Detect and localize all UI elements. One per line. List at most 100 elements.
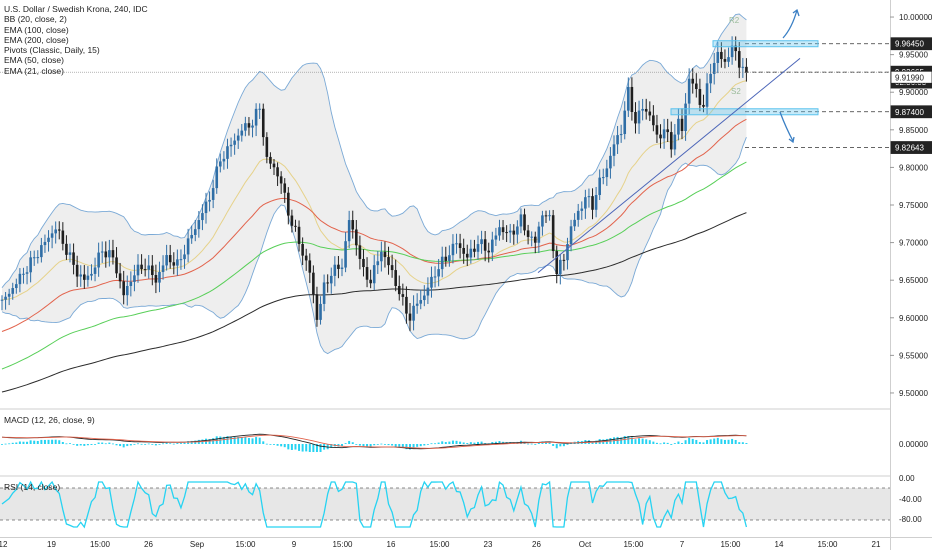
legend-pivots[interactable]: Pivots (Classic, Daily, 15)	[4, 45, 100, 56]
candle-body	[440, 256, 444, 270]
candle-body	[516, 226, 519, 235]
macd-hist-bar	[72, 444, 75, 445]
candle-body	[548, 215, 551, 217]
macd-hist-bar	[101, 442, 104, 444]
macd-hist-bar	[534, 444, 537, 445]
x-tick-label: Oct	[579, 540, 592, 549]
candle-body	[380, 251, 383, 262]
price-label-text: 9.91990	[895, 73, 924, 82]
legend-ema21[interactable]: EMA (21, close)	[4, 65, 64, 76]
macd-hist-bar	[104, 443, 107, 445]
candle-body	[322, 282, 326, 304]
down-arrow-head-icon	[788, 136, 795, 144]
macd-hist-bar	[165, 442, 168, 444]
candle-body	[312, 272, 315, 295]
macd-hist-bar	[695, 439, 698, 444]
candle-body	[294, 225, 297, 227]
macd-hist-bar	[283, 444, 286, 448]
candle-body	[43, 241, 47, 246]
macd-hist-bar	[61, 442, 64, 444]
macd-hist-bar	[494, 441, 497, 444]
candle-body	[702, 104, 705, 107]
macd-hist-bar	[434, 443, 437, 445]
candle-body	[236, 135, 240, 141]
macd-label[interactable]: MACD (12, 26, close, 9)	[4, 415, 95, 425]
candle-body	[172, 262, 176, 266]
macd-hist-bar	[43, 439, 46, 444]
macd-hist-bar	[226, 436, 229, 444]
candle-body	[559, 259, 562, 275]
macd-hist-bar	[681, 443, 683, 444]
macd-hist-bar	[147, 443, 150, 445]
macd-hist-bar	[298, 444, 301, 451]
zone-box	[712, 40, 819, 48]
candle-body	[666, 129, 669, 133]
macd-hist-bar	[527, 443, 530, 445]
candle-body	[408, 313, 412, 321]
candle-body	[258, 108, 261, 110]
candle-body	[229, 144, 233, 147]
legend-ema50[interactable]: EMA (50, close)	[4, 55, 64, 66]
candle-body	[226, 146, 229, 159]
macd-hist-bar	[380, 443, 383, 445]
macd-hist-bar	[638, 438, 641, 444]
candle-body	[151, 265, 154, 276]
macd-hist-bar	[76, 444, 79, 446]
candle-body	[530, 236, 533, 238]
macd-hist-bar	[301, 444, 304, 452]
macd-hist-bar	[738, 442, 741, 444]
candle-body	[79, 274, 83, 277]
macd-hist-bar	[530, 443, 533, 445]
macd-hist-bar	[308, 444, 311, 452]
candle-body	[412, 305, 415, 321]
x-tick-label: 15:00	[623, 540, 644, 549]
legend-bb[interactable]: BB (20, close, 2)	[4, 14, 67, 25]
candle-body	[186, 238, 190, 255]
candle-body	[533, 236, 537, 243]
macd-hist-bar	[559, 444, 562, 447]
x-tick-label: 15:00	[332, 540, 353, 549]
x-tick-label: Sep	[190, 540, 205, 549]
ema50-line	[1, 118, 747, 332]
macd-hist-bar	[684, 440, 687, 444]
macd-hist-bar	[222, 436, 225, 444]
legend-ema200[interactable]: EMA (200, close)	[4, 34, 69, 45]
up-arrow-icon	[782, 9, 798, 39]
candle-body	[544, 215, 548, 217]
rsi-tick-label: 0.00	[899, 474, 915, 483]
candle-body	[662, 129, 666, 139]
candle-body	[698, 89, 702, 105]
candle-body	[458, 243, 462, 248]
candle-body	[219, 161, 222, 167]
candle-body	[308, 260, 312, 273]
candle-body	[720, 51, 723, 60]
macd-hist-bar	[555, 444, 558, 449]
macd-hist-bar	[666, 442, 669, 444]
legend-ema100[interactable]: EMA (100, close)	[4, 24, 69, 35]
candle-body	[737, 51, 741, 68]
candle-body	[22, 273, 25, 275]
candle-body	[261, 108, 265, 138]
x-tick-label: 15:00	[817, 540, 838, 549]
macd-hist-bar	[337, 444, 340, 447]
macd-hist-bar	[244, 436, 247, 444]
macd-hist-bar	[469, 442, 472, 444]
macd-hist-bar	[51, 439, 54, 444]
candle-body	[65, 243, 68, 255]
macd-hist-bar	[240, 437, 243, 444]
y-tick-label: 10.00000	[899, 13, 932, 22]
candle-body	[566, 244, 569, 261]
macd-hist-bar	[119, 444, 122, 447]
candle-body	[465, 253, 469, 258]
candle-body	[476, 244, 480, 252]
candle-body	[329, 275, 333, 284]
candle-body	[569, 226, 573, 245]
macd-hist-bar	[648, 440, 651, 444]
ema200-line	[1, 212, 747, 393]
candle-body	[208, 199, 211, 202]
candle-body	[297, 226, 301, 245]
price-label-text: 9.87400	[895, 108, 924, 117]
rsi-label[interactable]: RSI (14, close)	[4, 482, 61, 492]
y-tick-label: 9.90000	[899, 88, 928, 97]
